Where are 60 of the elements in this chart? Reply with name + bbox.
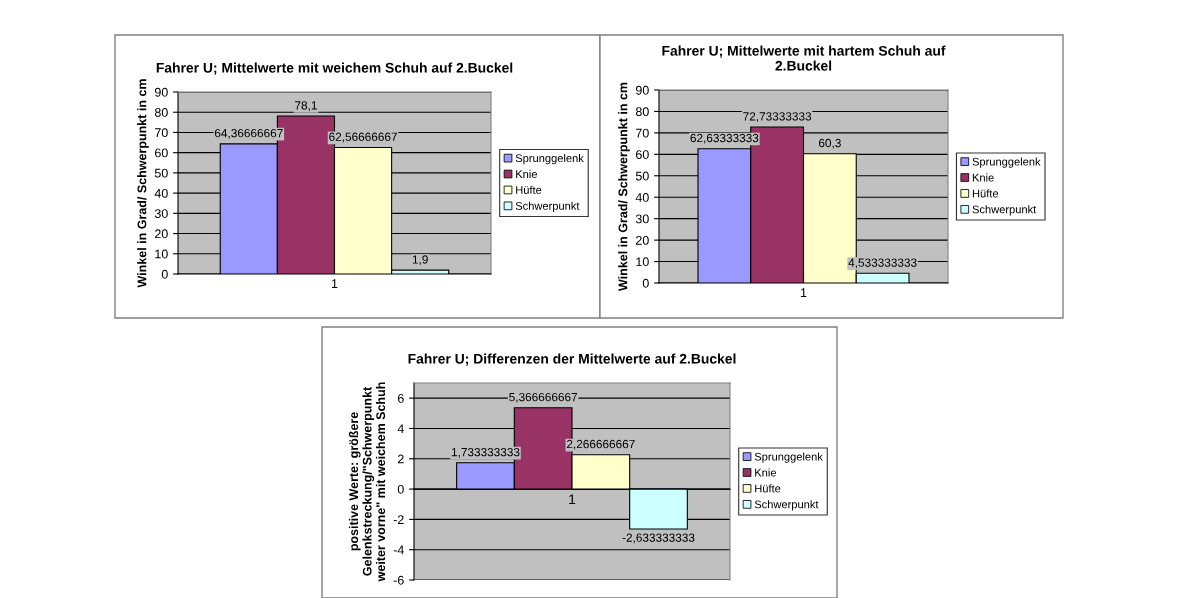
y-tick-label: 90 (635, 85, 649, 95)
legend-label: Hüfte (972, 189, 999, 198)
y-tick-label: 90 (154, 87, 168, 97)
y-tick-label: 30 (154, 209, 168, 218)
y-tick-label: 2 (397, 454, 404, 464)
legend-label: Hüfte (516, 185, 542, 194)
y-tick-label: 10 (155, 249, 168, 259)
legend-label: Schwerpunkt (972, 205, 1037, 216)
data-label: 78,1 (295, 101, 317, 111)
y-tick-label: 80 (154, 108, 168, 117)
y-tick-label: 20 (155, 229, 168, 239)
y-tick-label: 0 (397, 484, 404, 494)
legend-label: Hüfte (755, 484, 781, 493)
y-tick-label: 6 (397, 393, 404, 403)
y-tick-label: 50 (635, 171, 649, 181)
data-label: 1,9 (412, 255, 428, 266)
y-tick-label: 40 (635, 193, 649, 202)
y-tick-label: -2 (393, 515, 404, 524)
y-tick-label: 70 (155, 128, 168, 138)
chart-title: Fahrer U; Differenzen der Mittelwerte auf 2.Buckel (408, 353, 736, 366)
legend-label: Knie (755, 468, 777, 477)
data-label: 60,3 (818, 138, 841, 149)
x-tick-label: 1 (800, 288, 807, 297)
data-label: 2,266666667 (566, 439, 635, 450)
y-tick-label: 10 (636, 257, 649, 267)
data-label: 64,36666667 (214, 128, 283, 139)
y-axis-title: Winkel in Grad/ Schwerpunkt in cm (618, 82, 630, 291)
chart-title: Fahrer U; Mittelwerte mit weichem Schuh auf 2.Buckel (156, 62, 513, 75)
data-label: -2,633333333 (622, 533, 695, 544)
legend-label: Knie (516, 169, 537, 179)
legend-label: Sprunggelenk (515, 153, 584, 165)
y-tick-label: 4 (397, 424, 404, 433)
y-tick-label: 50 (154, 168, 168, 178)
y-tick-label: 70 (636, 128, 649, 138)
y-tick-label: -6 (393, 575, 404, 585)
y-tick-label: 0 (642, 278, 649, 288)
legend-label: Knie (972, 173, 994, 182)
legend-label: Schwerpunkt (754, 500, 819, 511)
legend-label: Schwerpunkt (515, 201, 580, 213)
y-tick-label: 30 (635, 214, 649, 224)
data-label: 62,56666667 (329, 132, 397, 143)
y-tick-label: 0 (161, 269, 168, 279)
y-axis-title: Winkel in Grad/ Schwerpunkt in cm (137, 79, 149, 288)
y-tick-label: -4 (393, 545, 404, 555)
y-tick-label: 40 (154, 188, 168, 198)
legend-label: Sprunggelenk (972, 157, 1041, 168)
x-tick-label: 1 (569, 494, 576, 504)
data-label: 4,533333333 (848, 258, 917, 269)
x-tick-label: 1 (331, 279, 338, 288)
legend-label: Sprunggelenk (754, 452, 823, 463)
data-label: 72,73333333 (743, 112, 812, 122)
chart-title: Fahrer U; Mittelwerte mit hartem Schuh auf 2.Buckel (662, 45, 946, 71)
data-label: 1,733333333 (451, 447, 520, 458)
data-label: 5,366666667 (509, 392, 578, 403)
y-tick-label: 20 (636, 235, 649, 245)
y-tick-label: 60 (155, 148, 168, 158)
y-tick-label: 60 (636, 150, 649, 159)
y-tick-label: 80 (635, 107, 649, 117)
data-label: 62,63333333 (690, 133, 759, 144)
y-axis-title: positive Werte: größere Gelenkstreckung/"Schwerpunkt weiter vorne" mit weichem Schuh (348, 382, 386, 582)
